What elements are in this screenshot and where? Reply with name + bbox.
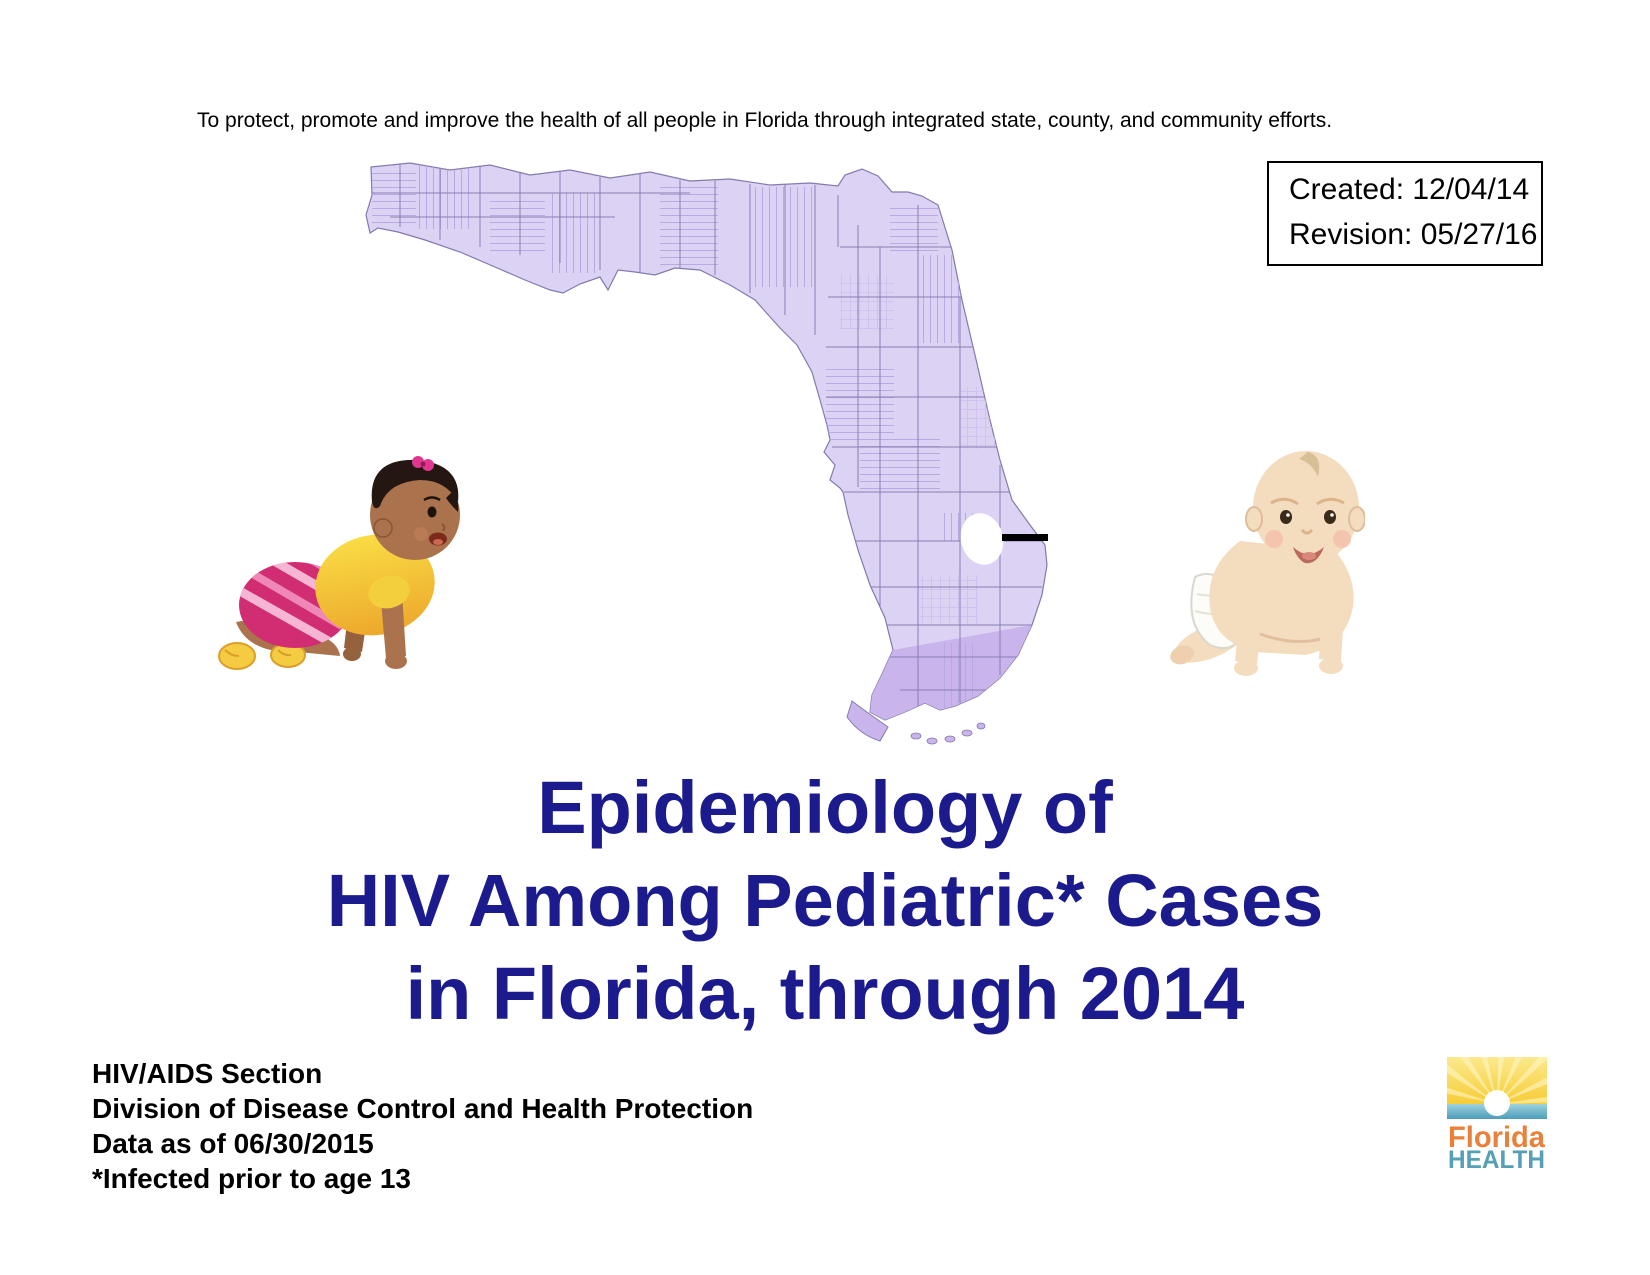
lake-okeechobee — [960, 513, 1004, 565]
slide-title: Epidemiology of HIV Among Pediatric* Cas… — [0, 761, 1650, 1040]
florida-health-logo: Florida HEALTH — [1447, 1057, 1547, 1170]
title-line-3: in Florida, through 2014 — [405, 952, 1245, 1035]
footer-credits: HIV/AIDS Section Division of Disease Con… — [92, 1056, 753, 1196]
florida-county-map-icon — [365, 162, 1048, 745]
footer-data-date: Data as of 06/30/2015 — [92, 1128, 374, 1159]
footer-section: HIV/AIDS Section — [92, 1058, 323, 1089]
footer-footnote: *Infected prior to age 13 — [92, 1163, 411, 1194]
created-date: Created: 12/04/14 — [1289, 173, 1530, 206]
crawling-baby-right-icon — [1170, 451, 1365, 676]
keys-islands — [910, 722, 986, 745]
logo-sun-icon — [1484, 1090, 1510, 1116]
crawling-baby-left-icon — [218, 456, 460, 670]
footer-division: Division of Disease Control and Health P… — [92, 1093, 754, 1124]
sunburst-rays-icon — [1447, 1057, 1547, 1104]
revision-date: Revision: 05/27/16 — [1289, 218, 1538, 251]
mission-statement: To protect, promote and improve the heal… — [197, 109, 1333, 132]
logo-word-health: HEALTH — [1448, 1146, 1545, 1170]
title-line-2: HIV Among Pediatric* Cases — [326, 859, 1324, 942]
revision-box: Created: 12/04/14 Revision: 05/27/16 — [1267, 161, 1543, 266]
title-line-1: Epidemiology of — [537, 766, 1113, 849]
logo-word-florida: Florida — [1448, 1121, 1545, 1154]
map-black-bar — [1002, 534, 1048, 541]
florida-keys — [846, 700, 889, 742]
